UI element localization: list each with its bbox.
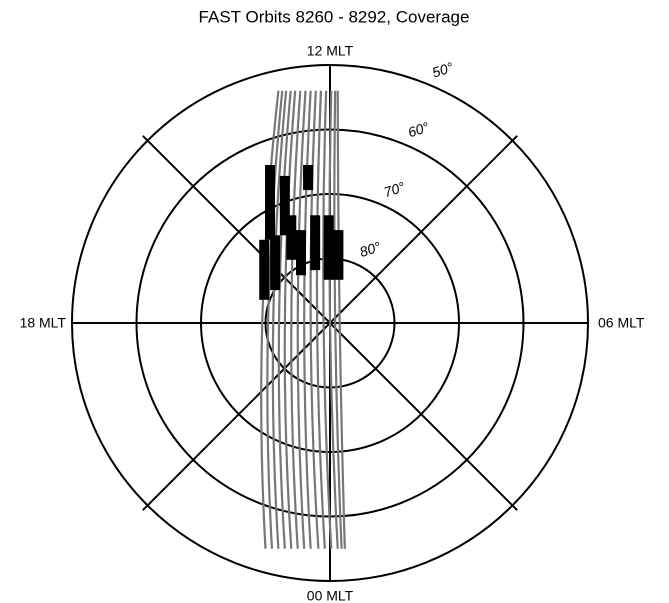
axis-line: [329, 135, 518, 324]
coverage-segment: [286, 215, 297, 260]
chart-title: FAST Orbits 8260 - 8292, Coverage: [199, 7, 470, 26]
orbit-track: [309, 90, 320, 549]
orbit-track: [260, 90, 280, 549]
direction-label: 18 MLT: [20, 315, 67, 331]
orbit-track: [283, 90, 297, 549]
coverage-segment: [295, 230, 306, 276]
orbit-track: [290, 90, 302, 549]
ring-label: 70°: [382, 178, 407, 200]
ring-label: 60°: [406, 119, 431, 141]
orbit-track: [266, 90, 284, 549]
orbit-track: [315, 90, 326, 549]
direction-label: 12 MLT: [307, 43, 354, 59]
coverage-segment: [333, 230, 344, 280]
orbit-track: [271, 90, 288, 549]
coverage-segment: [310, 215, 321, 271]
orbit-track: [277, 90, 292, 549]
coverage-segment: [270, 235, 281, 291]
direction-label: 06 MLT: [598, 315, 645, 331]
ring-label: 80°: [358, 238, 383, 260]
orbit-track: [328, 90, 339, 549]
coverage-segment: [279, 175, 290, 236]
orbit-track: [322, 90, 333, 549]
ring-label: 50°: [430, 59, 455, 81]
orbit-track: [303, 90, 312, 549]
orbit-track: [296, 90, 307, 549]
direction-label: 00 MLT: [307, 588, 354, 603]
axis-line: [329, 322, 518, 511]
coverage-segment: [323, 215, 334, 280]
orbit-track: [333, 90, 343, 549]
orbit-track: [336, 90, 346, 549]
coverage-segment: [303, 164, 314, 191]
coverage-segment: [259, 239, 270, 300]
ring: [71, 64, 589, 582]
coverage-segment: [265, 164, 276, 240]
